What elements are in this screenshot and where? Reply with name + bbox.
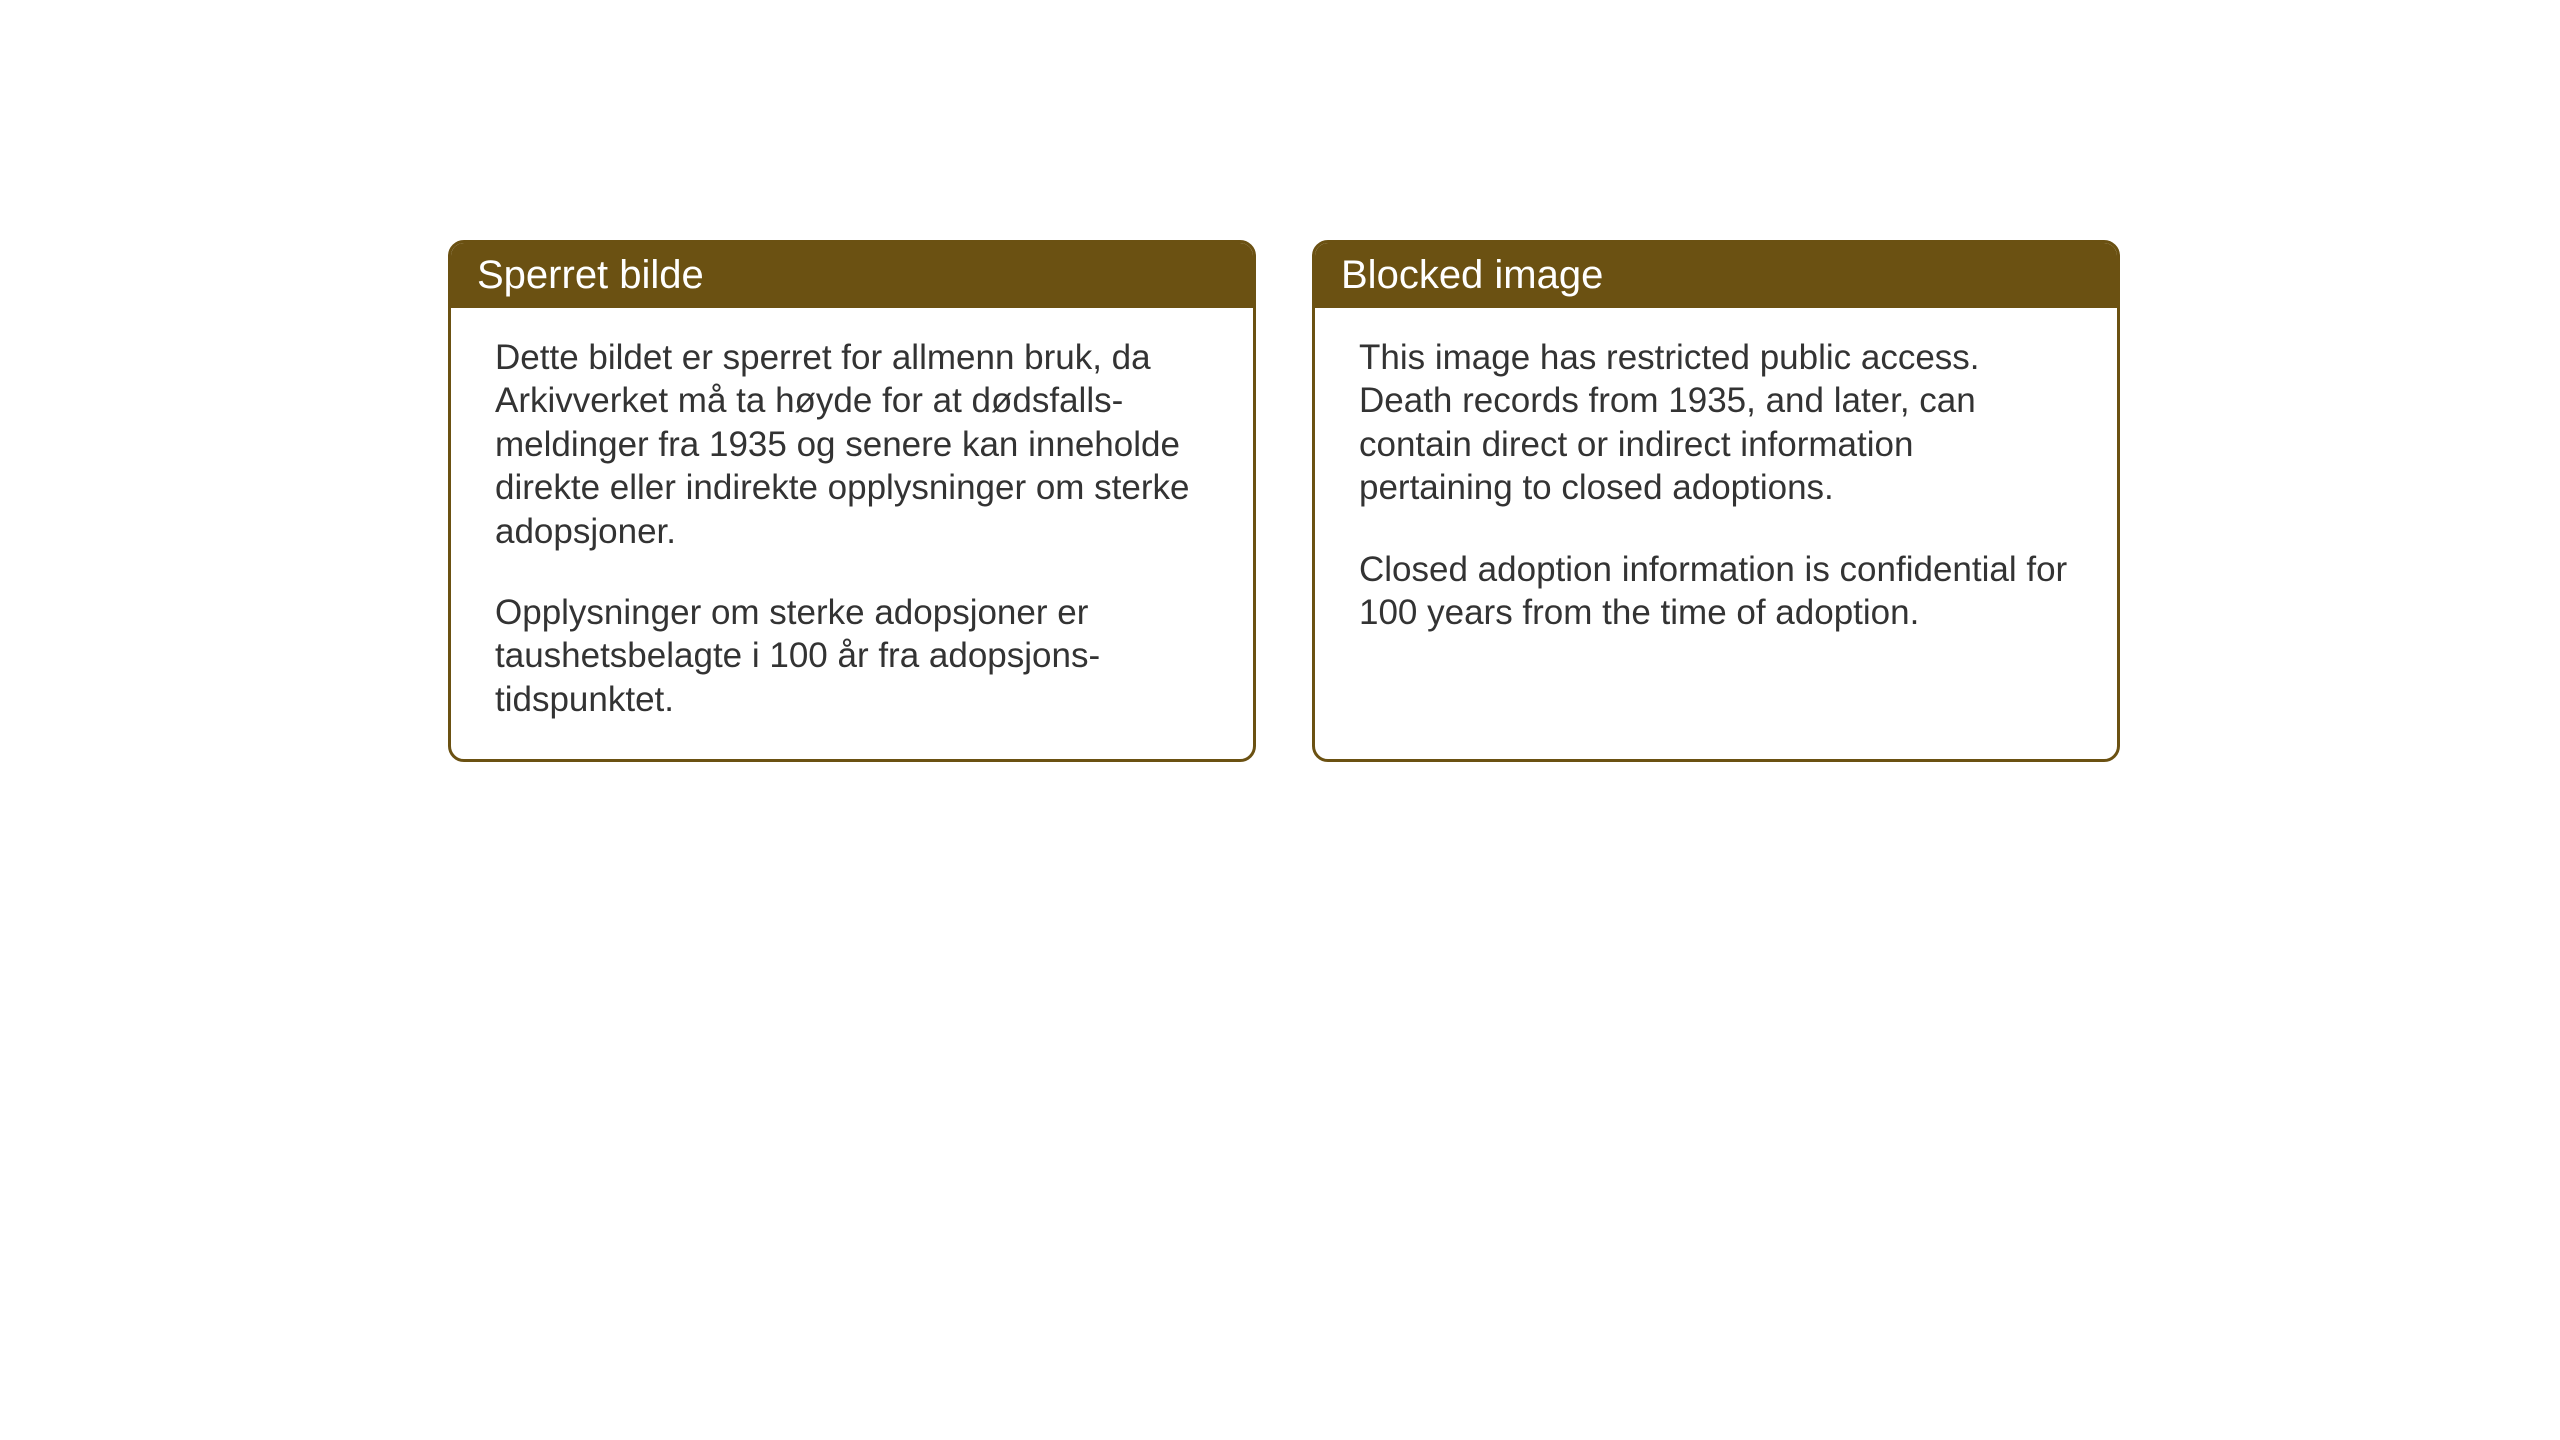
notice-container: Sperret bilde Dette bildet er sperret fo…: [448, 240, 2120, 762]
card-title-norwegian: Sperret bilde: [477, 253, 704, 297]
card-header-norwegian: Sperret bilde: [451, 243, 1253, 308]
card-header-english: Blocked image: [1315, 243, 2117, 308]
card-paragraph-english-2: Closed adoption information is confident…: [1359, 548, 2073, 635]
card-body-english: This image has restricted public access.…: [1315, 308, 2117, 672]
card-paragraph-english-1: This image has restricted public access.…: [1359, 336, 2073, 510]
notice-card-english: Blocked image This image has restricted …: [1312, 240, 2120, 762]
card-paragraph-norwegian-2: Opplysninger om sterke adopsjoner er tau…: [495, 591, 1209, 721]
notice-card-norwegian: Sperret bilde Dette bildet er sperret fo…: [448, 240, 1256, 762]
card-body-norwegian: Dette bildet er sperret for allmenn bruk…: [451, 308, 1253, 759]
card-paragraph-norwegian-1: Dette bildet er sperret for allmenn bruk…: [495, 336, 1209, 553]
card-title-english: Blocked image: [1341, 253, 1603, 297]
